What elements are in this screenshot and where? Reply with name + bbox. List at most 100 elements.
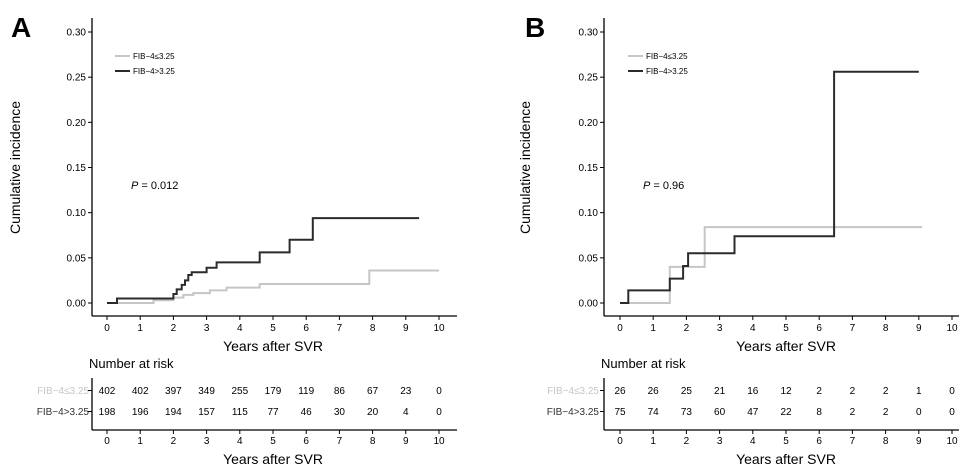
risk-cell: 402 — [132, 386, 149, 397]
risk-cell: 26 — [614, 386, 626, 397]
risk-x-tick-label: 8 — [370, 436, 376, 447]
x-tick-label: 6 — [816, 323, 822, 334]
risk-cell: 26 — [648, 386, 660, 397]
risk-x-tick-label: 3 — [204, 436, 210, 447]
risk-x-tick-label: 4 — [237, 436, 243, 447]
risk-cell: 2 — [816, 386, 822, 397]
y-tick-label: 0.05 — [67, 253, 87, 264]
x-tick-label: 3 — [204, 323, 210, 334]
legend-label: FIB−4>3.25 — [646, 67, 688, 76]
risk-row-label: FIB−4≤3.25 — [37, 386, 89, 397]
y-axis-label: Cumulative incidence — [517, 101, 533, 234]
risk-cell: 1 — [916, 386, 922, 397]
y-tick-label: 0.30 — [579, 28, 599, 39]
x-tick-label: 2 — [684, 323, 690, 334]
y-tick-label: 0.05 — [579, 253, 599, 264]
legend-label: FIB−4≤3.25 — [646, 52, 688, 61]
y-tick-label: 0.15 — [67, 163, 87, 174]
risk-x-tick-label: 8 — [883, 436, 889, 447]
risk-cell: 157 — [198, 407, 215, 418]
p-value-symbol: P — [131, 180, 139, 192]
legend-label: FIB−4≤3.25 — [133, 52, 175, 61]
risk-x-axis-label: Years after SVR — [223, 451, 323, 467]
risk-cell: 194 — [165, 407, 182, 418]
risk-cell: 2 — [850, 407, 856, 418]
x-tick-label: 0 — [617, 323, 623, 334]
x-tick-label: 1 — [137, 323, 143, 334]
y-tick-label: 0.10 — [67, 208, 87, 219]
x-tick-label: 7 — [850, 323, 856, 334]
y-tick-label: 0.15 — [579, 163, 599, 174]
risk-cell: 397 — [165, 386, 182, 397]
risk-x-tick-label: 10 — [946, 436, 958, 447]
risk-cell: 349 — [198, 386, 215, 397]
x-tick-label: 4 — [750, 323, 756, 334]
risk-table-title: Number at risk — [89, 356, 174, 371]
risk-row-label: FIB−4>3.25 — [547, 407, 600, 418]
x-tick-label: 8 — [883, 323, 889, 334]
x-tick-label: 0 — [104, 323, 110, 334]
risk-cell: 21 — [714, 386, 726, 397]
risk-x-tick-label: 7 — [337, 436, 343, 447]
risk-x-tick-label: 4 — [750, 436, 756, 447]
risk-cell: 196 — [132, 407, 149, 418]
x-tick-label: 7 — [337, 323, 343, 334]
risk-x-tick-label: 7 — [850, 436, 856, 447]
risk-x-axis-label: Years after SVR — [736, 451, 836, 467]
risk-x-tick-label: 2 — [684, 436, 690, 447]
risk-cell: 67 — [367, 386, 379, 397]
risk-cell: 255 — [231, 386, 248, 397]
x-tick-label: 6 — [303, 323, 309, 334]
risk-cell: 0 — [949, 407, 955, 418]
x-tick-label: 4 — [237, 323, 243, 334]
km-curve-series-1 — [620, 226, 923, 304]
risk-cell: 47 — [747, 407, 759, 418]
x-axis-label: Years after SVR — [223, 338, 323, 354]
p-value-text: = 0.012 — [138, 180, 178, 192]
y-tick-label: 0.10 — [579, 208, 599, 219]
risk-cell: 0 — [436, 407, 442, 418]
p-value-symbol: P — [643, 180, 651, 192]
y-tick-label: 0.20 — [67, 118, 87, 129]
y-tick-label: 0.20 — [579, 118, 599, 129]
x-tick-label: 9 — [916, 323, 922, 334]
risk-cell: 0 — [916, 407, 922, 418]
risk-x-tick-label: 1 — [137, 436, 143, 447]
x-axis-label: Years after SVR — [736, 338, 836, 354]
risk-cell: 119 — [298, 386, 314, 397]
panel-a: A Cumulative incidence 0.00 0.05 0.10 0.15 0.2… — [7, 12, 457, 467]
legend-label: FIB−4>3.25 — [133, 67, 175, 76]
risk-cell: 46 — [301, 407, 313, 418]
risk-cell: 2 — [850, 386, 856, 397]
risk-cell: 8 — [816, 407, 822, 418]
risk-cell: 74 — [648, 407, 660, 418]
risk-cell: 30 — [334, 407, 346, 418]
risk-cell: 115 — [232, 407, 248, 418]
y-tick-label: 0.30 — [67, 28, 87, 39]
x-tick-label: 2 — [171, 323, 177, 334]
risk-x-tick-label: 6 — [816, 436, 822, 447]
risk-cell: 75 — [614, 407, 626, 418]
risk-cell: 179 — [265, 386, 282, 397]
risk-x-tick-label: 10 — [433, 436, 445, 447]
panel-b: B Cumulative incidence 0.00 0.05 0.10 0.15 0.2… — [517, 12, 959, 467]
risk-x-tick-label: 9 — [916, 436, 922, 447]
y-tick-label: 0.00 — [67, 299, 87, 310]
risk-row-label: FIB−4>3.25 — [37, 407, 90, 418]
x-tick-label: 5 — [270, 323, 276, 334]
x-tick-label: 5 — [783, 323, 789, 334]
x-tick-label: 10 — [946, 323, 958, 334]
x-tick-label: 1 — [650, 323, 656, 334]
x-tick-label: 8 — [370, 323, 376, 334]
y-tick-label: 0.25 — [579, 73, 599, 84]
p-value-annotation: P = 0.012 — [131, 180, 178, 192]
y-tick-label: 0.25 — [67, 73, 87, 84]
risk-x-tick-label: 5 — [783, 436, 789, 447]
panel-letter: A — [11, 12, 31, 43]
p-value-text: = 0.96 — [650, 180, 684, 192]
p-value-annotation: P = 0.96 — [643, 180, 684, 192]
risk-cell: 0 — [436, 386, 442, 397]
km-curve-series-2 — [620, 70, 919, 304]
risk-cell: 2 — [883, 386, 889, 397]
